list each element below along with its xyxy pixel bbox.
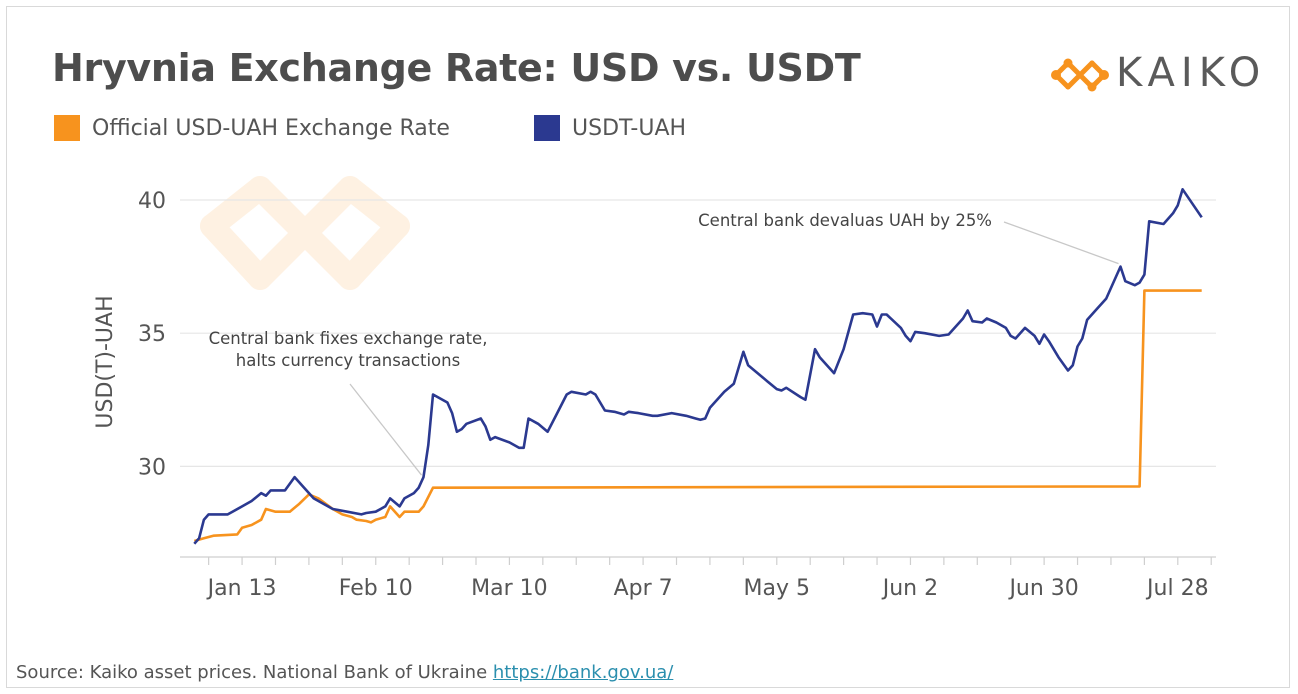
source-note: Source: Kaiko asset prices. National Ban…	[16, 662, 673, 683]
source-link[interactable]: https://bank.gov.ua/	[492, 662, 674, 683]
kaiko-logo: KAIKO	[1050, 50, 1280, 100]
legend-label-official: Official USD-UAH Exchange Rate	[92, 115, 450, 141]
annotation-leader-line	[1003, 221, 1119, 265]
y-axis: 30 35 40	[138, 189, 166, 480]
y-tick-label: 35	[138, 322, 166, 347]
x-tick-label: Jul 28	[1145, 576, 1209, 601]
gridlines	[180, 199, 1216, 468]
legend-label-usdt: USDT-UAH	[572, 115, 687, 141]
legend-item-usdt[interactable]: USDT-UAH	[534, 115, 686, 141]
y-tick-label: 30	[138, 455, 166, 480]
chart-frame	[6, 6, 1290, 688]
x-tick-label: Jan 13	[206, 576, 277, 601]
legend-item-official[interactable]: Official USD-UAH Exchange Rate	[54, 115, 450, 141]
kaiko-logo-icon	[1051, 58, 1109, 92]
x-tick-label: Apr 7	[614, 576, 673, 601]
x-tick-label: Mar 10	[471, 576, 548, 601]
legend-swatch-official	[54, 115, 80, 141]
watermark-logo-icon	[200, 176, 410, 290]
source-text: Source: Kaiko asset prices. National Ban…	[16, 662, 488, 683]
series-line-official	[193, 289, 1202, 543]
x-tick-label: Feb 10	[339, 576, 413, 601]
y-axis-title: USD(T)-UAH	[93, 295, 118, 428]
legend-swatch-usdt	[534, 115, 560, 141]
x-tick-label: May 5	[744, 576, 810, 601]
annotations: Central bank fixes exchange rate, halts c…	[209, 211, 1119, 476]
series-line-usdt	[193, 188, 1203, 545]
annotation-text: Central bank devaluas UAH by 25%	[698, 211, 992, 230]
kaiko-logo-text: KAIKO	[1116, 50, 1267, 96]
y-tick-label: 40	[138, 189, 166, 214]
annotation-leader-line	[349, 383, 422, 476]
x-tick-label: Jun 2	[881, 576, 938, 601]
series-lines	[193, 188, 1203, 545]
annotation-text: Central bank fixes exchange rate,	[209, 329, 488, 348]
x-axis: Jan 13 Feb 10 Mar 10 Apr 7 May 5 Jun 2 Jun 30 J…	[180, 556, 1216, 601]
chart-title: Hryvnia Exchange Rate: USD vs. USDT	[52, 46, 861, 90]
annotation-text: halts currency transactions	[236, 351, 460, 370]
x-tick-label: Jun 30	[1007, 576, 1078, 601]
